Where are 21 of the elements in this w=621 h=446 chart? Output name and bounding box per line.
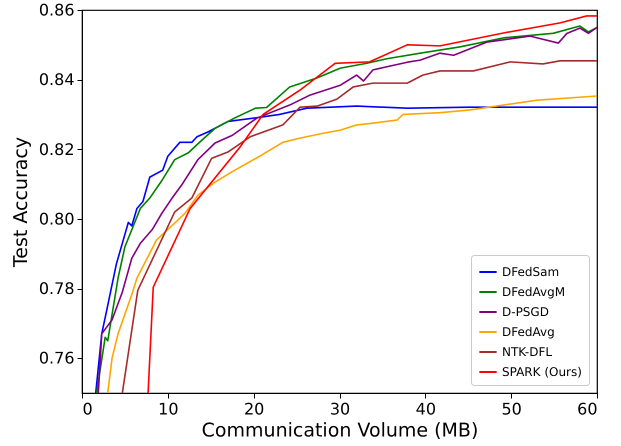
legend-label: NTK-DFL: [502, 345, 552, 359]
x-tick-label: 60: [577, 400, 598, 418]
x-tick-label: 20: [244, 400, 264, 418]
x-tick-label: 50: [501, 400, 522, 418]
legend-label: SPARK (Ours): [502, 365, 582, 379]
y-tick-label: 0.82: [38, 140, 74, 159]
x-tick-label: 10: [158, 400, 179, 418]
x-tick-label: 40: [416, 400, 436, 418]
legend-label: D-PSGD: [502, 305, 549, 319]
x-tick-label: 30: [330, 400, 350, 418]
y-tick-label: 0.76: [38, 348, 74, 368]
legend-label: DFedAvgM: [502, 285, 566, 299]
y-tick-label: 0.78: [38, 279, 74, 298]
y-axis-title: Test Accuracy: [10, 136, 32, 268]
legend-label: DFedAvg: [502, 325, 555, 339]
legend-label: DFedSam: [502, 265, 560, 279]
x-axis-title: Communication Volume (MB): [202, 420, 478, 442]
y-tick-label: 0.84: [38, 70, 74, 90]
y-tick-label: 0.86: [38, 0, 74, 20]
x-tick-label: 0: [82, 400, 93, 418]
y-tick-label: 0.80: [38, 209, 74, 228]
